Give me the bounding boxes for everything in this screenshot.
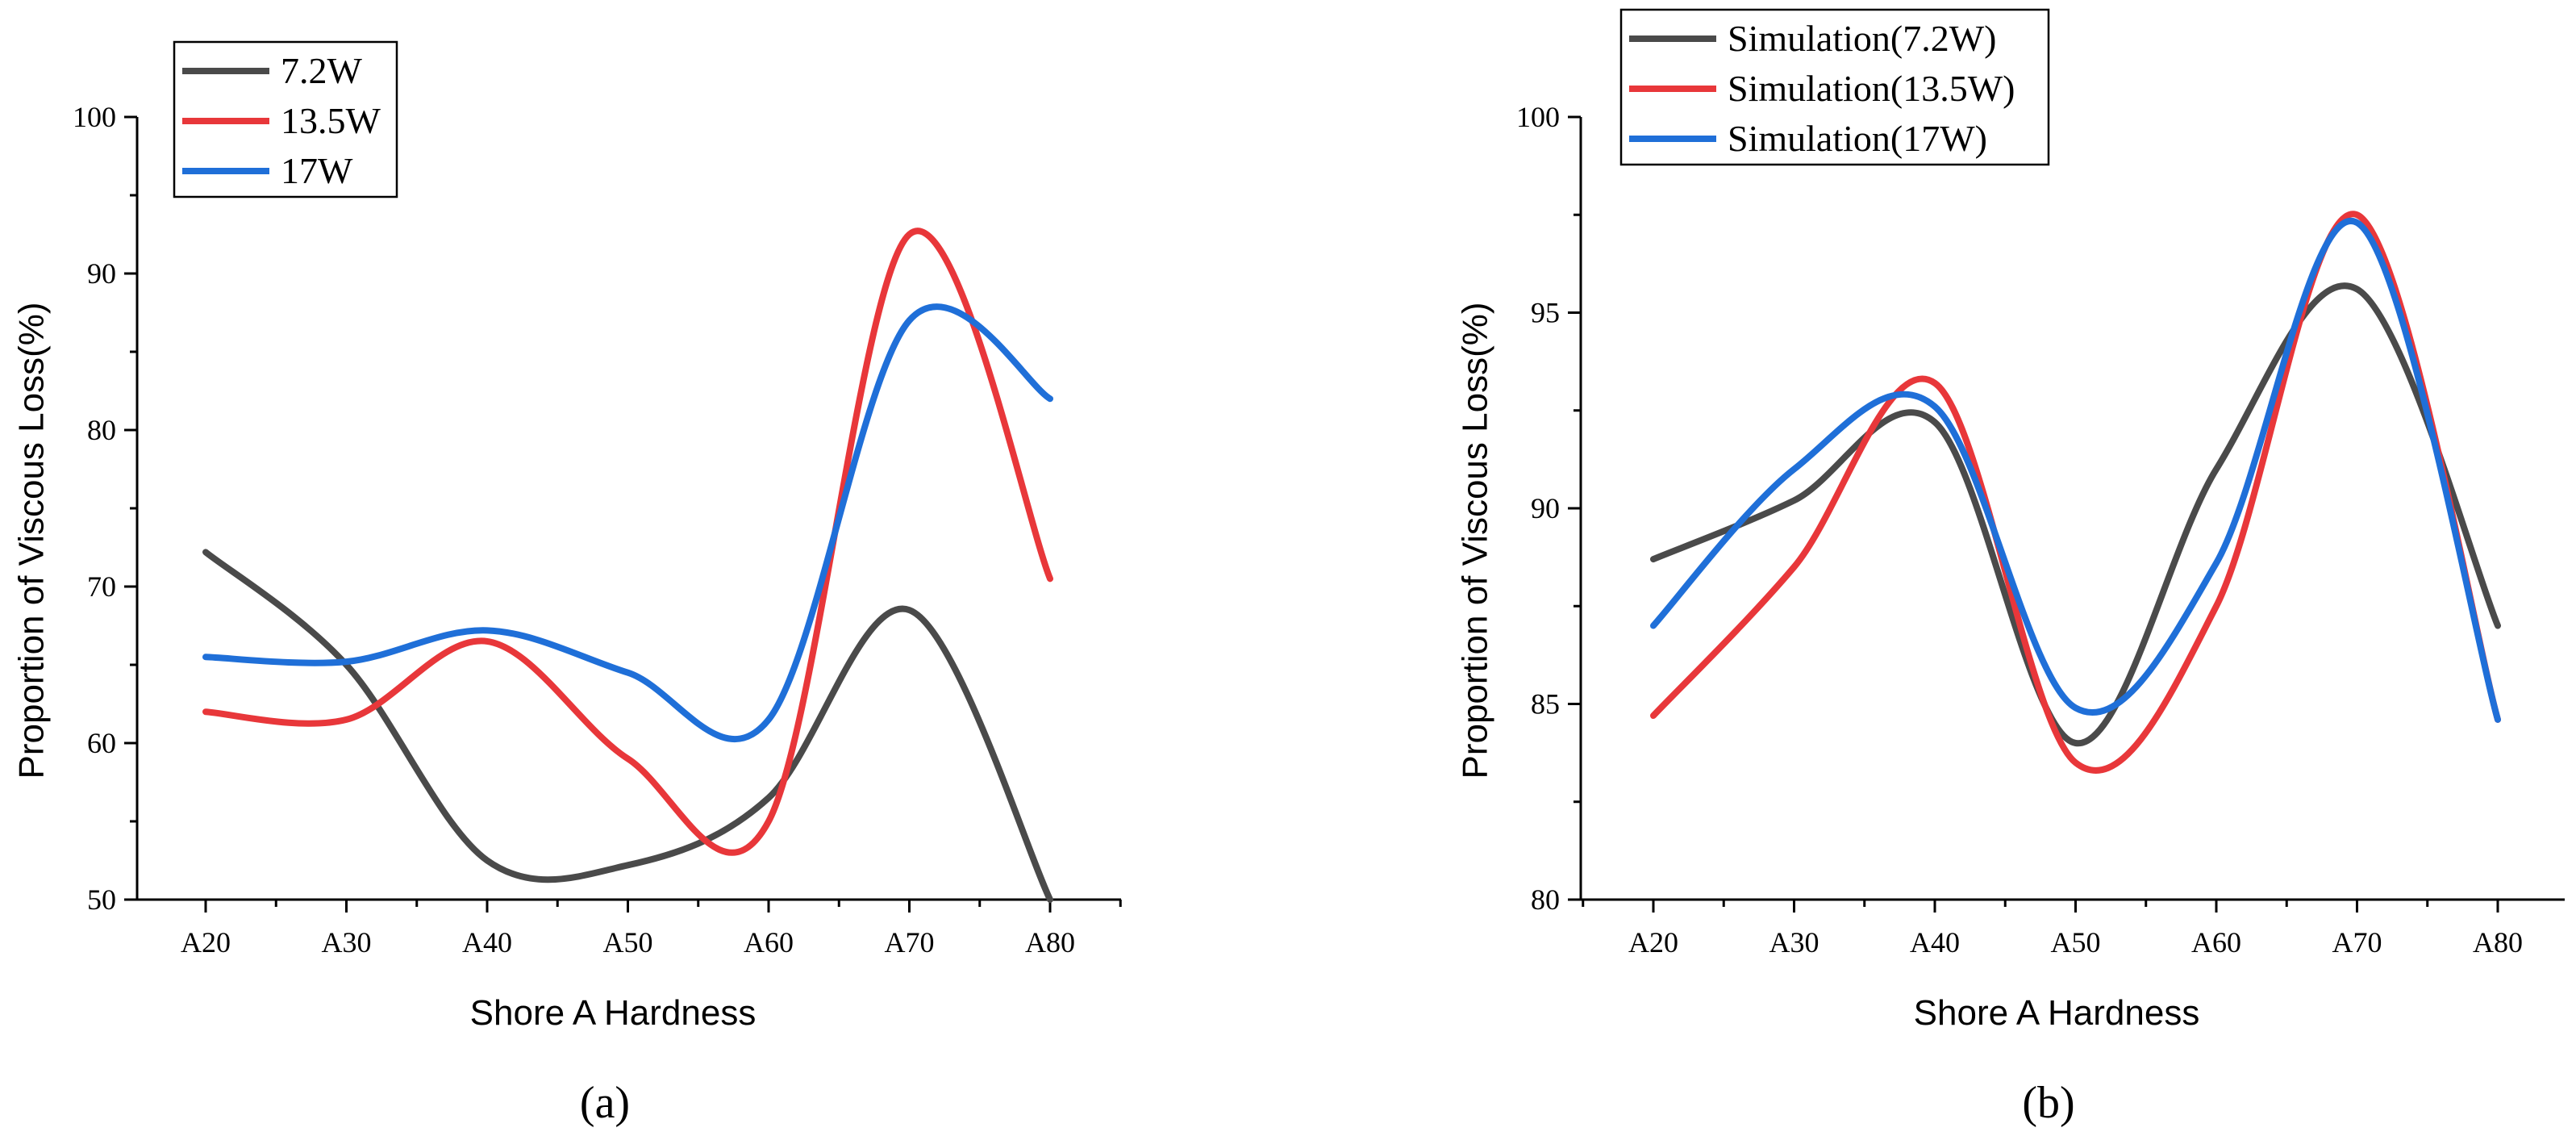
- y-tick-label: 95: [1531, 297, 1560, 329]
- legend-label: Simulation(13.5W): [1728, 68, 2015, 109]
- series-line-Simulation(17W): [1650, 217, 2501, 723]
- x-tick-label: A20: [1628, 926, 1678, 958]
- panel-label: (b): [2022, 1078, 2074, 1128]
- x-tick-label: A70: [2332, 926, 2382, 958]
- series-line-17W: [202, 303, 1053, 743]
- legend-label: 7.2W: [281, 50, 363, 91]
- y-tick-label: 90: [1531, 492, 1560, 524]
- y-tick-label: 90: [87, 257, 116, 290]
- x-axis-title: Shore A Hardness: [470, 993, 757, 1033]
- y-tick-label: 100: [73, 101, 116, 133]
- x-axis-title: Shore A Hardness: [1914, 993, 2200, 1033]
- series-line-7.2W: [202, 549, 1053, 903]
- x-tick-label: A40: [1910, 926, 1960, 958]
- x-tick-label: A60: [2191, 926, 2241, 958]
- x-tick-label: A20: [181, 926, 231, 958]
- x-tick-label: A40: [462, 926, 512, 958]
- x-tick-label: A80: [1025, 926, 1075, 958]
- x-tick-label: A70: [885, 926, 935, 958]
- y-tick-label: 100: [1516, 101, 1560, 133]
- x-tick-label: A50: [603, 926, 653, 958]
- panel-label: (a): [580, 1078, 630, 1128]
- y-tick-label: 85: [1531, 688, 1560, 720]
- series-line-Simulation(7.2W): [1650, 282, 2501, 747]
- legend-label: Simulation(7.2W): [1728, 18, 1996, 59]
- series-line-Simulation(13.5W): [1650, 211, 2501, 774]
- y-tick-label: 60: [87, 727, 116, 759]
- y-axis-title: Proportion of Viscous Loss(%): [1456, 302, 1495, 779]
- chart-panel-1: 80 85 90 95 100 A20 A30 A40 A50 A60 A70 A80 Shore A …: [1456, 8, 2565, 1128]
- legend-label: Simulation(17W): [1728, 118, 1987, 159]
- legend-label: 17W: [281, 150, 353, 191]
- x-tick-label: A60: [744, 926, 794, 958]
- y-tick-label: 80: [1531, 883, 1560, 916]
- x-tick-label: A80: [2473, 926, 2523, 958]
- y-tick-label: 50: [87, 883, 116, 916]
- y-tick-label: 80: [87, 414, 116, 446]
- x-tick-label: A30: [1769, 926, 1819, 958]
- series-line-13.5W: [202, 228, 1053, 856]
- x-tick-label: A50: [2051, 926, 2101, 958]
- x-tick-label: A30: [322, 926, 372, 958]
- legend-label: 13.5W: [281, 100, 381, 141]
- chart-panel-0: 50 60 70 80 90 100 A20 A30 A40 A50 A60 A70 A80 Shore …: [12, 40, 1122, 1128]
- y-axis-title: Proportion of Viscous Loss(%): [12, 302, 52, 779]
- y-tick-label: 70: [87, 570, 116, 603]
